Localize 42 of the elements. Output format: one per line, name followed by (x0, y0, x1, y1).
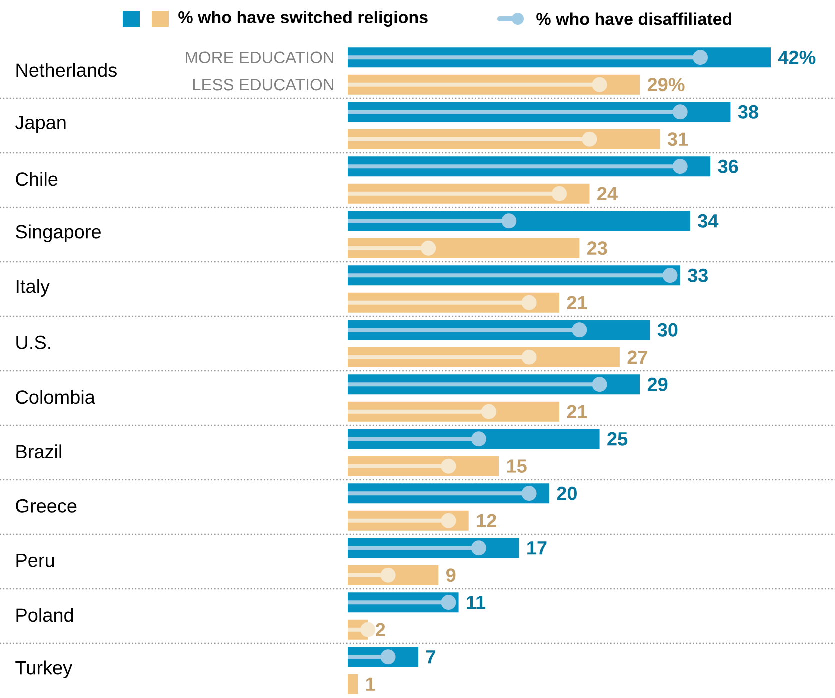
data-label: 36 (718, 160, 738, 174)
data-label: 24 (598, 187, 618, 201)
data-label: 29% (648, 78, 685, 92)
y-tick-label: Peru (16, 554, 54, 568)
data-label: 31 (668, 132, 688, 146)
data-label: 29 (648, 378, 668, 392)
y-tick-label: Turkey (16, 660, 73, 678)
data-label: 25 (608, 432, 628, 446)
y-tick-label: Japan (16, 116, 66, 134)
data-label: 17 (528, 542, 547, 555)
data-label: 21 (567, 296, 588, 310)
data-label: 34 (698, 214, 719, 228)
series-label: MORE EDUCATION (186, 52, 334, 64)
legend-label: % who have disaffiliated (536, 12, 732, 26)
data-label: 15 (507, 460, 527, 473)
data-label: 1 (366, 678, 376, 691)
text: % who have switched religions (178, 11, 428, 27)
data-label: 7 (426, 650, 436, 664)
y-tick-label: Chile (16, 172, 58, 186)
y-tick-label: Singapore (16, 224, 101, 243)
bar (348, 674, 358, 694)
y-tick-label: Brazil (16, 444, 62, 459)
data-label: 21 (567, 405, 588, 419)
data-label: 27 (628, 350, 648, 364)
data-label: 30 (658, 323, 678, 337)
data-label: 11 (467, 596, 486, 610)
y-tick-label: U.S. (16, 336, 50, 350)
data-label: 42% (778, 50, 816, 64)
bar (348, 238, 580, 258)
data-label: 9 (446, 568, 456, 582)
y-tick-label: Colombia (16, 390, 96, 404)
y-tick-label: Italy (16, 279, 50, 298)
series-label: LESS EDUCATION (193, 79, 334, 91)
data-label: 2 (376, 623, 386, 636)
y-tick-label: Poland (16, 608, 74, 622)
data-label: 20 (557, 486, 577, 500)
data-label: 33 (688, 268, 708, 282)
y-tick-label: Netherlands (16, 63, 117, 78)
data-label: 12 (477, 514, 496, 528)
y-tick-label: Greece (16, 499, 77, 513)
data-label: 38 (738, 105, 758, 119)
data-label: 23 (588, 242, 608, 256)
